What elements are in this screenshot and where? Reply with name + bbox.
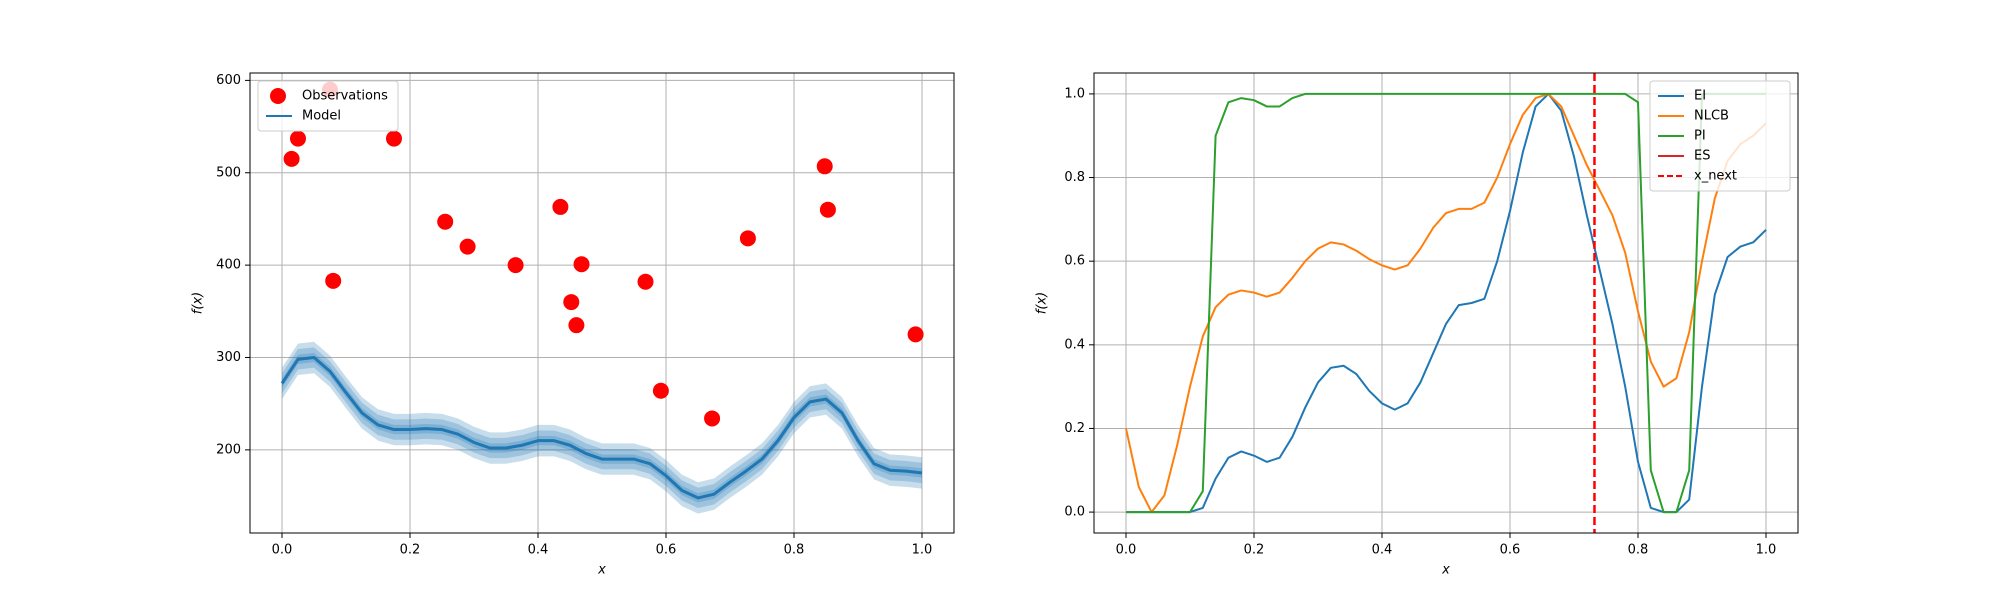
plot-area bbox=[280, 81, 924, 514]
legend-label: NLCB bbox=[1694, 109, 1729, 124]
y-axis-label: f(x) bbox=[191, 292, 206, 314]
series-line bbox=[1126, 92, 1766, 514]
observation-point bbox=[459, 238, 476, 255]
y-tick-label: 0.8 bbox=[1064, 170, 1085, 185]
legend: Observations Model bbox=[257, 80, 399, 132]
observation-point bbox=[816, 158, 833, 175]
x-tick-label: 0.2 bbox=[400, 543, 421, 558]
legend-label: Observations bbox=[302, 89, 388, 104]
x-tick-label: 0.8 bbox=[784, 543, 805, 558]
x-tick-label: 1.0 bbox=[912, 543, 933, 558]
observation-point bbox=[437, 213, 454, 230]
y-tick-label: 1.0 bbox=[1064, 86, 1085, 101]
observation-point bbox=[507, 257, 524, 274]
y-tick-label: 400 bbox=[216, 258, 241, 273]
observation-point bbox=[819, 201, 836, 218]
axes-frame bbox=[249, 72, 955, 534]
observation-point bbox=[637, 273, 654, 290]
axes-frame bbox=[1093, 72, 1799, 534]
confidence-band bbox=[282, 347, 922, 509]
observation-point bbox=[573, 256, 590, 273]
y-axis-label: f(x) bbox=[1035, 292, 1050, 314]
x-tick-label: 0.2 bbox=[1244, 543, 1265, 558]
observation-point bbox=[283, 150, 300, 167]
legend-label: Model bbox=[302, 109, 341, 124]
confidence-band bbox=[282, 341, 922, 514]
observation-point bbox=[907, 326, 924, 343]
observation-point bbox=[386, 130, 402, 147]
plot-area bbox=[1125, 73, 1767, 533]
y-tick-label: 500 bbox=[216, 165, 241, 180]
x-tick-label: 0.0 bbox=[1116, 543, 1137, 558]
x-tick-label: 0.6 bbox=[656, 543, 677, 558]
legend-label: PI bbox=[1694, 129, 1706, 144]
observation-point bbox=[704, 410, 721, 427]
observation-point bbox=[552, 198, 569, 215]
x-tick-label: 0.4 bbox=[1372, 543, 1393, 558]
x-tick-label: 0.0 bbox=[272, 543, 293, 558]
legend-label: x_next bbox=[1694, 169, 1737, 184]
observation-point bbox=[325, 272, 342, 289]
series-line bbox=[1125, 92, 1767, 514]
y-tick-label: 200 bbox=[216, 442, 241, 457]
series-line bbox=[280, 356, 923, 500]
series-line bbox=[1126, 92, 1767, 514]
observation-point bbox=[290, 130, 306, 147]
legend-marker bbox=[270, 88, 286, 104]
x-axis-label: x bbox=[1441, 563, 1450, 578]
y-tick-label: 300 bbox=[216, 350, 241, 365]
observation-point bbox=[652, 382, 669, 399]
observation-point bbox=[739, 230, 756, 247]
y-tick-label: 0.6 bbox=[1064, 254, 1085, 269]
y-tick-label: 0.0 bbox=[1064, 505, 1085, 520]
x-axis-label: x bbox=[597, 563, 606, 578]
x-tick-label: 0.4 bbox=[528, 543, 549, 558]
legend: EI NLCB PI ES x_next bbox=[1649, 80, 1791, 192]
y-tick-label: 0.4 bbox=[1064, 337, 1085, 352]
confidence-band bbox=[282, 352, 922, 503]
legend-label: EI bbox=[1694, 89, 1706, 104]
x-tick-label: 1.0 bbox=[1756, 543, 1777, 558]
observation-point bbox=[563, 294, 580, 311]
legend-label: ES bbox=[1694, 149, 1710, 164]
y-tick-label: 600 bbox=[216, 73, 241, 88]
x-tick-label: 0.6 bbox=[1500, 543, 1521, 558]
observation-point bbox=[568, 317, 585, 334]
legend-box bbox=[1649, 80, 1791, 192]
y-tick-label: 0.2 bbox=[1064, 421, 1085, 436]
x-tick-label: 0.8 bbox=[1628, 543, 1649, 558]
legend-box bbox=[257, 80, 399, 132]
